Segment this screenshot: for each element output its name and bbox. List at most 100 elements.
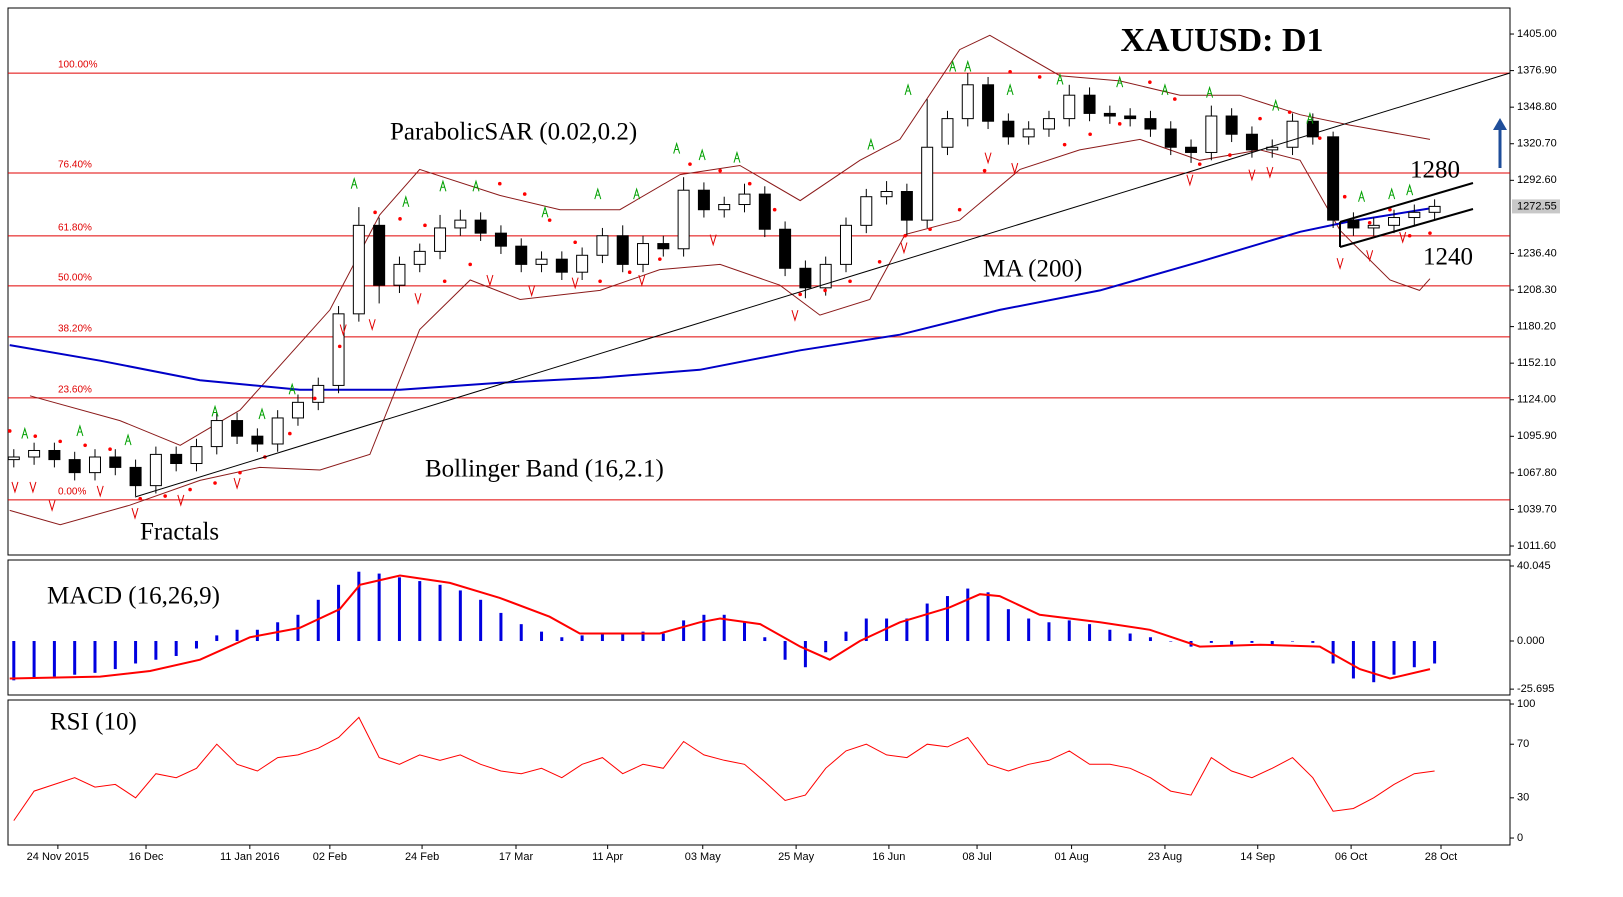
fractal-up bbox=[1006, 83, 1014, 96]
macd-bar bbox=[438, 584, 442, 642]
fractal-up bbox=[1388, 187, 1396, 200]
macd-bar bbox=[885, 618, 889, 642]
sar-dot bbox=[1367, 220, 1372, 225]
macd-bar bbox=[1006, 609, 1010, 642]
fractal-down bbox=[339, 324, 347, 337]
fib-label: 76.40% bbox=[58, 160, 92, 171]
candle-body bbox=[1063, 94, 1076, 120]
macd-bar bbox=[418, 581, 422, 642]
sar-dot bbox=[163, 494, 167, 498]
candle-body bbox=[1083, 94, 1096, 114]
candle-body bbox=[1225, 115, 1238, 135]
candle-body bbox=[1103, 112, 1116, 117]
candle-body bbox=[1205, 115, 1218, 153]
candle-body bbox=[779, 228, 792, 269]
candle-body bbox=[961, 84, 974, 120]
macd-bar bbox=[844, 631, 848, 642]
candle-body bbox=[576, 254, 589, 273]
sar-dot bbox=[312, 396, 317, 401]
sar-dot bbox=[1228, 153, 1232, 157]
candle-body bbox=[697, 189, 710, 211]
macd-bar bbox=[966, 588, 970, 642]
x-tick-label: 11 Apr bbox=[592, 851, 623, 863]
fib-label: 38.20% bbox=[58, 324, 92, 335]
macd-bar bbox=[1433, 641, 1437, 664]
sar-dot bbox=[798, 292, 802, 297]
fractal-up bbox=[21, 426, 29, 439]
candle-body bbox=[88, 456, 101, 474]
candle-body bbox=[799, 267, 812, 289]
x-tick-label: 23 Aug bbox=[1148, 851, 1182, 863]
candle-body bbox=[271, 417, 284, 445]
sar-dot bbox=[497, 181, 502, 186]
sar-dot bbox=[718, 168, 722, 173]
sar-dot bbox=[138, 496, 143, 501]
candle-body bbox=[434, 227, 447, 252]
macd-bar bbox=[763, 637, 767, 642]
candle-body bbox=[758, 193, 771, 230]
fractal-down bbox=[486, 274, 494, 287]
sar-dot bbox=[108, 447, 112, 451]
candle-body bbox=[921, 146, 934, 221]
x-tick-label: 01 Aug bbox=[1054, 851, 1088, 863]
candle-body bbox=[1388, 217, 1401, 226]
y-tick-label: 100 bbox=[1517, 698, 1535, 710]
fractal-up bbox=[1161, 83, 1169, 96]
macd-bar bbox=[215, 635, 219, 642]
sar-dot bbox=[1148, 80, 1152, 84]
candle-body bbox=[129, 466, 142, 487]
sar-dot bbox=[213, 481, 217, 485]
x-tick-label: 24 Feb bbox=[405, 851, 439, 863]
x-tick-label: 14 Sep bbox=[1240, 851, 1275, 863]
rsi-title: RSI (10) bbox=[50, 709, 137, 736]
fractal-down bbox=[1266, 166, 1274, 179]
panel-frame bbox=[7, 559, 1511, 696]
fractal-up bbox=[288, 382, 296, 395]
candle-body bbox=[109, 456, 122, 468]
fractal-down bbox=[1336, 257, 1344, 270]
macd-bar bbox=[12, 641, 16, 681]
fib-label: 50.00% bbox=[58, 273, 92, 284]
macd-bar bbox=[1209, 641, 1213, 643]
fractal-down bbox=[11, 481, 19, 494]
macd-bar bbox=[113, 641, 117, 670]
ma-line bbox=[9, 207, 1431, 391]
fractal-up bbox=[1056, 72, 1064, 85]
candle-body bbox=[839, 224, 852, 265]
y-tick-label: 1236.40 bbox=[1517, 247, 1557, 259]
y-tick-label: 1405.00 bbox=[1517, 28, 1557, 40]
candle-body bbox=[596, 235, 609, 256]
candle-body bbox=[149, 453, 162, 487]
y-tick-label: 1039.70 bbox=[1517, 503, 1557, 515]
macd-bar bbox=[235, 629, 239, 642]
candle-body bbox=[1266, 146, 1279, 151]
fractal-down bbox=[96, 485, 104, 498]
sar-dot bbox=[522, 192, 527, 196]
y-tick-label: 0 bbox=[1517, 832, 1523, 844]
candle-body bbox=[373, 224, 386, 286]
candle-body bbox=[657, 243, 670, 250]
x-tick-label: 28 Oct bbox=[1425, 851, 1457, 863]
fractal-up bbox=[1206, 85, 1214, 98]
y-tick-label: 1292.60 bbox=[1517, 174, 1557, 186]
candle-body bbox=[860, 196, 873, 226]
fractal-up bbox=[350, 176, 358, 189]
sar-dot bbox=[1388, 207, 1392, 212]
x-tick-label: 08 Jul bbox=[962, 851, 991, 863]
x-tick-label: 16 Jun bbox=[872, 851, 905, 863]
macd-bar bbox=[1331, 641, 1335, 664]
fractal-up bbox=[1272, 98, 1280, 111]
candle-body bbox=[1042, 118, 1055, 130]
fractal-up bbox=[964, 59, 972, 72]
candle-body bbox=[291, 401, 304, 419]
x-tick-label: 24 Nov 2015 bbox=[27, 851, 89, 863]
sar-dot bbox=[823, 288, 827, 293]
candle-body bbox=[515, 245, 528, 265]
candle-body bbox=[474, 219, 487, 234]
fractal-down bbox=[791, 309, 799, 322]
macd-bar bbox=[905, 618, 909, 642]
macd-bar bbox=[1027, 618, 1031, 642]
fractal-down bbox=[29, 481, 37, 494]
